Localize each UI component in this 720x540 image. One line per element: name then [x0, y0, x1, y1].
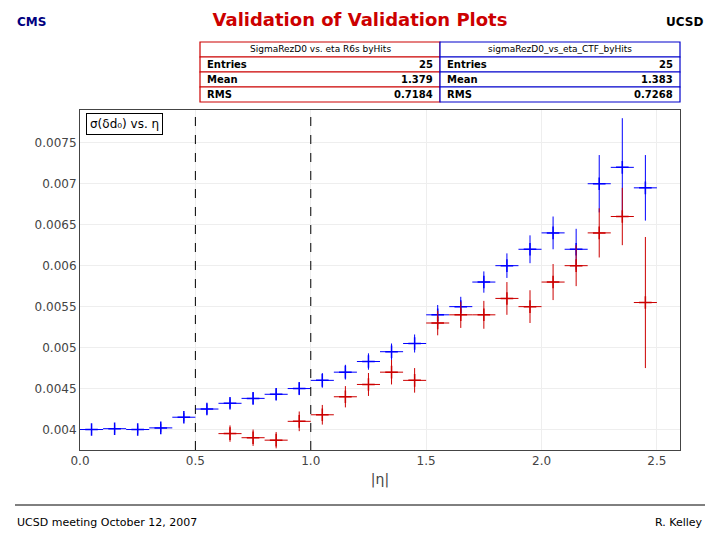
svg-text:0.0065: 0.0065 [35, 218, 77, 232]
svg-text:UCSD: UCSD [666, 15, 703, 29]
svg-text:0.006: 0.006 [42, 259, 76, 273]
svg-text:0.0: 0.0 [70, 454, 89, 468]
svg-text:2.0: 2.0 [532, 454, 551, 468]
svg-text:Entries: Entries [207, 59, 247, 70]
svg-text:SigmaRezD0 vs. eta R6s byHits: SigmaRezD0 vs. eta R6s byHits [250, 44, 391, 54]
svg-text:Mean: Mean [447, 74, 478, 85]
svg-text:RMS: RMS [447, 89, 472, 100]
svg-text:1.0: 1.0 [301, 454, 320, 468]
svg-text:CMS: CMS [17, 15, 46, 29]
svg-text:σ(δd₀) vs. η: σ(δd₀) vs. η [90, 117, 159, 131]
svg-text:Mean: Mean [207, 74, 238, 85]
svg-text:2.5: 2.5 [647, 454, 666, 468]
svg-text:25: 25 [419, 59, 433, 70]
svg-text:0.004: 0.004 [42, 423, 76, 437]
svg-text:Validation of Validation Plots: Validation of Validation Plots [213, 9, 508, 30]
svg-text:1.383: 1.383 [641, 74, 673, 85]
svg-text:1.379: 1.379 [401, 74, 433, 85]
svg-text:0.0075: 0.0075 [35, 136, 77, 150]
svg-text:0.7268: 0.7268 [634, 89, 673, 100]
svg-text:0.7184: 0.7184 [394, 89, 433, 100]
svg-text:0.005: 0.005 [42, 341, 76, 355]
svg-text:0.5: 0.5 [186, 454, 205, 468]
svg-text:sigmaRezD0_vs_eta_CTF_byHits: sigmaRezD0_vs_eta_CTF_byHits [488, 44, 632, 54]
svg-text:0.0055: 0.0055 [35, 300, 77, 314]
svg-text:25: 25 [659, 59, 673, 70]
svg-text:UCSD meeting October 12, 2007: UCSD meeting October 12, 2007 [17, 516, 197, 529]
svg-text:0.0045: 0.0045 [35, 382, 77, 396]
svg-text:Entries: Entries [447, 59, 487, 70]
svg-text:0.007: 0.007 [42, 177, 76, 191]
svg-text:RMS: RMS [207, 89, 232, 100]
svg-text:1.5: 1.5 [417, 454, 436, 468]
svg-text:R. Kelley: R. Kelley [655, 516, 703, 529]
svg-text:|η|: |η| [371, 471, 389, 488]
